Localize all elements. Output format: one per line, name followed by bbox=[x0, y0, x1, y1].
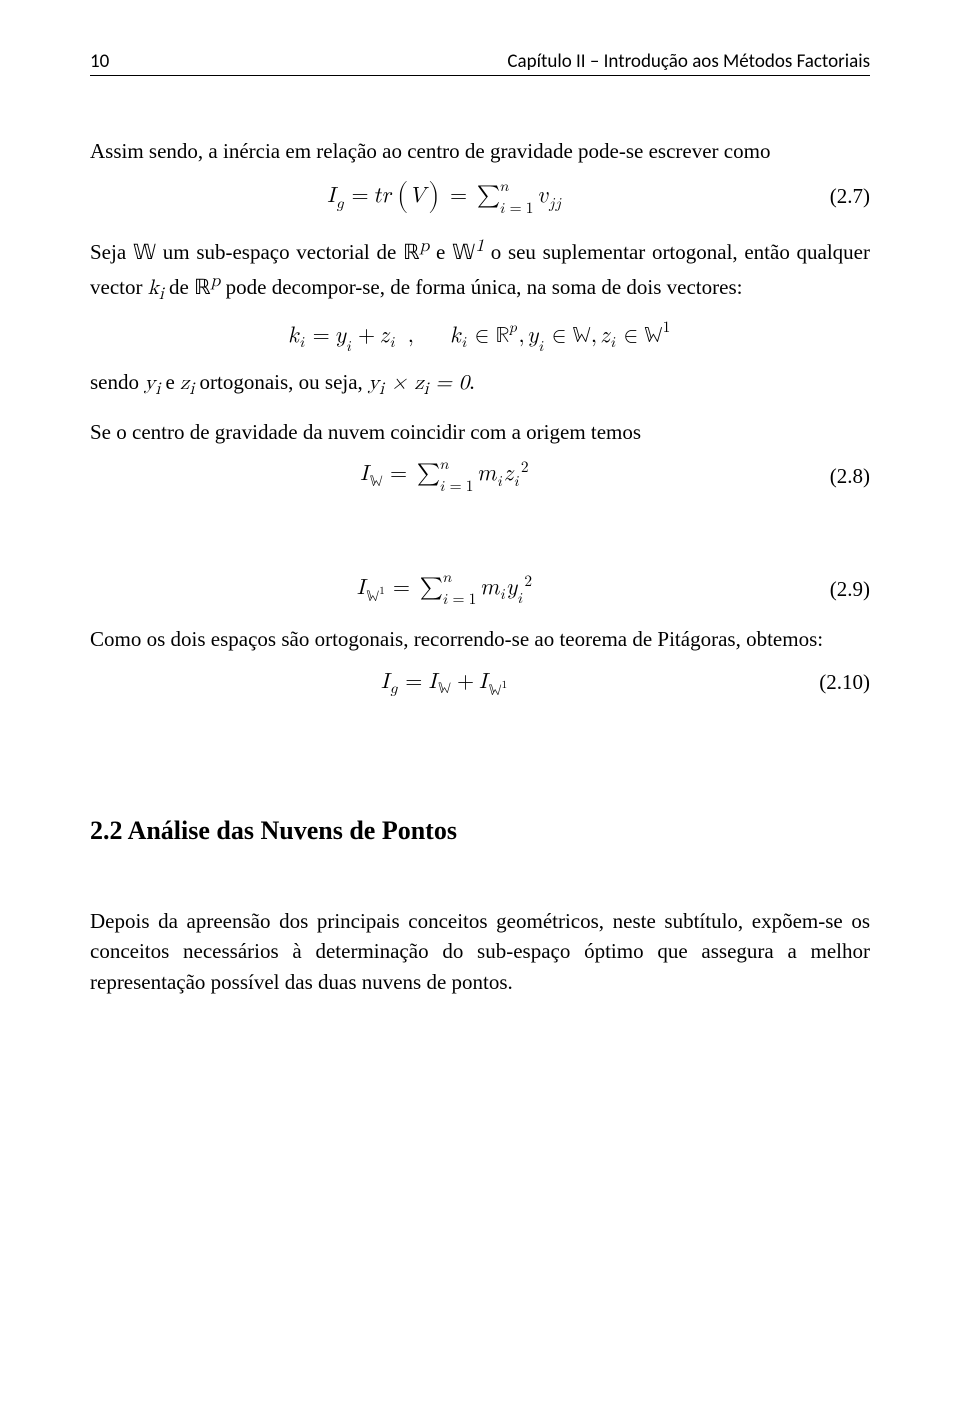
paragraph-pythagoras: Como os dois espaços são ortogonais, rec… bbox=[90, 624, 870, 654]
equation-2-9-math: I𝕎1 = ∑i=1n mi yi2 bbox=[90, 575, 800, 604]
para3-c: ortogonais, ou seja, bbox=[194, 370, 368, 394]
ortho-product: yi × zi = 0 bbox=[368, 373, 469, 394]
exponent-1a: 1 bbox=[475, 238, 484, 255]
para2-d: de ℝ bbox=[164, 275, 211, 299]
para2-b: e 𝕎 bbox=[429, 240, 475, 264]
zi-symbol: zi bbox=[180, 373, 194, 394]
equation-2-7-number: (2.7) bbox=[800, 184, 870, 209]
equation-2-10: Ig = I𝕎 + I𝕎1 (2.10) bbox=[90, 669, 870, 696]
equation-2-10-math: Ig = I𝕎 + I𝕎1 bbox=[90, 669, 800, 696]
page-number: 10 bbox=[90, 50, 109, 73]
paragraph-orthogonal: sendo yi e zi ortogonais, ou seja, yi × … bbox=[90, 367, 870, 403]
equation-2-9: I𝕎1 = ∑i=1n mi yi2 (2.9) bbox=[90, 575, 870, 604]
equation-2-8-math: I𝕎 = ∑i=1n mi zi2 bbox=[90, 461, 800, 490]
chapter-title: Capítulo II – Introdução aos Métodos Fac… bbox=[507, 50, 870, 73]
paragraph-gravity-origin: Se o centro de gravidade da nuvem coinci… bbox=[90, 417, 870, 447]
section-heading-2-2: 2.2 Análise das Nuvens de Pontos bbox=[90, 816, 870, 846]
paragraph-intro: Assim sendo, a inércia em relação ao cen… bbox=[90, 136, 870, 166]
paragraph-section-intro: Depois da apreensão dos principais conce… bbox=[90, 906, 870, 997]
paragraph-subspace: Seja 𝕎 um sub-espaço vectorial de ℝp e 𝕎… bbox=[90, 233, 870, 307]
spacer-1 bbox=[90, 511, 870, 561]
equation-2-7-math: Ig = tr(V) = ∑i=1n vjj bbox=[90, 180, 800, 213]
exponent-p1: p bbox=[420, 238, 430, 255]
ki-symbol-1: ki bbox=[148, 278, 164, 299]
equation-2-8: I𝕎 = ∑i=1n mi zi2 (2.8) bbox=[90, 461, 870, 490]
equation-2-9-number: (2.9) bbox=[800, 577, 870, 602]
equation-2-8-number: (2.8) bbox=[800, 464, 870, 489]
para3-b: e bbox=[160, 370, 180, 394]
para2-a: Seja 𝕎 um sub-espaço vectorial de ℝ bbox=[90, 240, 420, 264]
yi-symbol: yi bbox=[144, 373, 160, 394]
equation-2-10-number: (2.10) bbox=[800, 670, 870, 695]
para3-a: sendo bbox=[90, 370, 144, 394]
equation-2-7: Ig = tr(V) = ∑i=1n vjj (2.7) bbox=[90, 180, 870, 213]
page: 10 Capítulo II – Introdução aos Métodos … bbox=[0, 0, 960, 1406]
equation-decomposition: ki=yi+zi , ki∈ℝp, yi∈𝕎, zi∈𝕎1 bbox=[90, 321, 870, 351]
para2-e: pode decompor-se, de forma única, na som… bbox=[220, 275, 742, 299]
exponent-p2: p bbox=[211, 273, 221, 290]
page-header: 10 Capítulo II – Introdução aos Métodos … bbox=[90, 50, 870, 76]
